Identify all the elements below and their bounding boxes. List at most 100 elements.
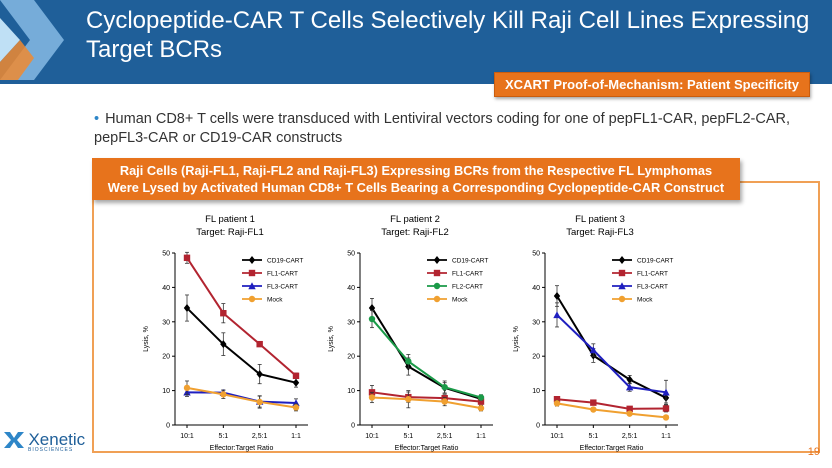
data-point	[662, 388, 670, 396]
x-axis-label: Effector:Target Ratio	[580, 445, 644, 452]
series-line	[556, 295, 667, 399]
y-tick-label: 50	[347, 251, 355, 258]
banner-line-2: Were Lysed by Activated Human CD8+ T Cel…	[107, 180, 725, 195]
xenetic-mark-icon	[4, 432, 24, 448]
data-point	[292, 372, 300, 380]
data-point	[220, 340, 227, 349]
y-axis-label: Lysis, %	[513, 326, 520, 352]
legend-label: Mock	[637, 297, 653, 304]
y-tick-label: 40	[347, 285, 355, 292]
data-point	[256, 340, 263, 348]
bullet-text: Human CD8+ T cells were transduced with …	[94, 111, 790, 146]
y-tick-label: 0	[166, 423, 170, 430]
legend-marker	[248, 256, 256, 264]
legend-label: Mock	[267, 297, 283, 304]
data-point	[626, 375, 633, 384]
chart-title: FL patient 1	[205, 214, 255, 225]
legend-label: Mock	[452, 297, 468, 304]
legend-label: FL3-CART	[637, 284, 668, 291]
data-point	[405, 358, 412, 365]
legend-marker	[618, 282, 626, 290]
y-tick-label: 30	[532, 319, 540, 326]
data-point	[405, 396, 412, 403]
data-point	[256, 370, 263, 379]
y-tick-label: 50	[162, 251, 170, 258]
legend-label: FL3-CART	[267, 284, 298, 291]
x-tick-label: 1:1	[476, 433, 486, 440]
legend-label: FL1-CART	[452, 271, 483, 278]
series-line	[371, 391, 482, 403]
legend-marker	[618, 295, 626, 303]
data-point	[626, 405, 633, 413]
legend-label: FL1-CART	[267, 271, 298, 278]
data-point	[626, 410, 633, 417]
legend-marker	[618, 256, 626, 264]
legend-marker	[248, 295, 256, 303]
series-line	[186, 257, 297, 377]
y-tick-label: 30	[347, 319, 355, 326]
data-point	[256, 398, 263, 406]
y-axis-label: Lysis, %	[328, 326, 335, 352]
data-point	[662, 405, 670, 412]
x-tick-label: 10:1	[365, 433, 379, 440]
legend-marker	[433, 282, 441, 290]
data-point	[553, 396, 561, 403]
x-tick-label: 10:1	[180, 433, 194, 440]
slide-title: Cyclopeptide-CAR T Cells Selectively Kil…	[86, 7, 810, 63]
data-point	[220, 310, 227, 317]
y-tick-label: 10	[162, 388, 170, 395]
data-point	[368, 315, 376, 323]
y-tick-label: 0	[351, 423, 355, 430]
data-point	[441, 383, 448, 391]
x-tick-label: 2,5:1	[622, 433, 638, 440]
data-point	[292, 378, 300, 387]
legend-marker	[433, 295, 441, 303]
data-point	[441, 398, 448, 405]
x-axis-label: Effector:Target Ratio	[395, 445, 459, 452]
x-tick-label: 2,5:1	[252, 433, 268, 440]
legend-marker	[433, 269, 441, 277]
legend-label: FL2-CART	[452, 284, 483, 291]
legend-marker	[248, 269, 256, 277]
xenetic-logo: Xenetic BIOSCIENCES	[4, 430, 85, 453]
y-tick-label: 20	[532, 354, 540, 361]
data-point	[553, 311, 561, 319]
x-tick-label: 2,5:1	[437, 433, 453, 440]
series-line	[371, 396, 482, 410]
slide-header	[0, 0, 832, 84]
chart-title: FL patient 3	[575, 214, 625, 225]
y-tick-label: 40	[532, 285, 540, 292]
legend-marker	[618, 269, 626, 277]
bullet-point: • Human CD8+ T cells were transduced with…	[94, 110, 794, 148]
legend-label: CD19-CART	[267, 258, 303, 265]
logo-text: Xenetic	[28, 430, 86, 449]
chart-subtitle: Target: Raji-FL3	[566, 227, 634, 238]
data-point	[553, 292, 561, 300]
legend-marker	[433, 256, 441, 264]
chart-fl-patient-2: FL patient 2 Target: Raji-FL2 0 10 20 30 40 50 1…	[328, 214, 493, 452]
y-tick-label: 20	[347, 354, 355, 361]
data-point	[590, 406, 597, 413]
chart-subtitle: Target: Raji-FL1	[196, 227, 264, 238]
data-point	[477, 398, 485, 405]
x-tick-label: 5:1	[588, 433, 598, 440]
series-line	[371, 307, 482, 400]
legend-label: FL1-CART	[637, 271, 668, 278]
data-point	[625, 383, 634, 391]
y-tick-label: 10	[347, 388, 355, 395]
data-point	[589, 346, 598, 354]
series-line	[556, 398, 667, 410]
data-point	[477, 404, 485, 412]
data-point	[590, 399, 597, 406]
x-tick-label: 1:1	[661, 433, 671, 440]
y-tick-label: 0	[536, 423, 540, 430]
x-logo-icon	[0, 0, 64, 80]
data-point	[553, 400, 561, 407]
proof-of-mechanism-tag: XCART Proof-of-Mechanism: Patient Specif…	[494, 72, 810, 97]
y-tick-label: 20	[162, 354, 170, 361]
series-line	[556, 314, 667, 394]
chart-subtitle: Target: Raji-FL2	[381, 227, 449, 238]
y-tick-label: 50	[532, 251, 540, 258]
data-point	[183, 254, 191, 262]
data-point	[292, 399, 300, 407]
